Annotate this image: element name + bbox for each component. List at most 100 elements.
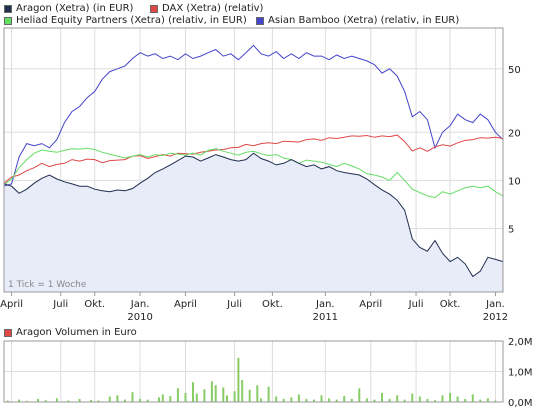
volume-bar bbox=[195, 393, 198, 402]
legend-swatch bbox=[150, 4, 158, 13]
volume-bar bbox=[464, 398, 467, 402]
volume-bar bbox=[124, 399, 126, 402]
legend-label: DAX (Xetra) (relativ) bbox=[162, 3, 264, 14]
legend-swatch bbox=[4, 4, 12, 13]
volume-bar bbox=[411, 393, 414, 402]
x-tick-label: April bbox=[174, 299, 197, 310]
volume-bar bbox=[78, 398, 81, 402]
volume-bar bbox=[248, 389, 251, 402]
volume-bar bbox=[358, 388, 361, 402]
x-year-label: 2010 bbox=[127, 312, 152, 323]
volume-bar bbox=[256, 385, 259, 402]
volume-bar bbox=[169, 395, 172, 402]
x-tick-label: Jan. bbox=[315, 299, 335, 310]
volume-bar bbox=[37, 398, 39, 402]
x-year-label: 2011 bbox=[313, 312, 338, 323]
x-tick-label: Juli bbox=[408, 299, 424, 310]
volume-bar bbox=[479, 399, 482, 402]
volume-bar bbox=[158, 397, 160, 402]
legend-label: Heliad Equity Partners (Xetra) (relativ,… bbox=[16, 15, 247, 26]
volume-bar bbox=[396, 395, 399, 402]
volume-bar bbox=[139, 398, 142, 402]
x-tick-label: April bbox=[359, 299, 382, 310]
volume-bar bbox=[161, 394, 164, 402]
y-tick-label: 10 bbox=[508, 176, 521, 187]
volume-bar bbox=[97, 400, 100, 402]
series-line bbox=[3, 134, 504, 184]
volume-bar bbox=[343, 395, 346, 402]
volume-bar bbox=[305, 398, 308, 402]
volume-bar bbox=[282, 398, 285, 402]
volume-bar bbox=[456, 396, 459, 402]
legend-item: Asian Bamboo (Xetra) (relativ, in EUR) bbox=[256, 14, 459, 27]
volume-bar bbox=[116, 395, 119, 402]
volume-bar bbox=[131, 392, 134, 402]
volume-bar bbox=[233, 391, 236, 402]
volume-frame bbox=[3, 340, 504, 403]
series-line bbox=[3, 152, 504, 278]
x-tick-label: April bbox=[0, 299, 23, 310]
legend-swatch bbox=[4, 16, 12, 25]
volume-bar bbox=[328, 398, 331, 402]
legend-item: DAX (Xetra) (relativ) bbox=[150, 2, 263, 15]
volume-bar bbox=[18, 399, 21, 402]
volume-bar bbox=[176, 388, 179, 402]
volume-bar bbox=[418, 396, 421, 402]
volume-bar bbox=[25, 400, 28, 402]
volume-bar bbox=[449, 392, 452, 402]
volume-legend: Aragon Volumen in Euro bbox=[4, 326, 137, 339]
x-tick-label: Jan. bbox=[130, 299, 150, 310]
volume-bar bbox=[373, 399, 376, 402]
x-year-label: 2012 bbox=[483, 312, 508, 323]
volume-bar bbox=[388, 398, 391, 402]
volume-bar bbox=[192, 382, 194, 402]
volume-legend-swatch bbox=[4, 328, 12, 337]
volume-bar bbox=[6, 400, 9, 402]
series-line bbox=[3, 147, 504, 199]
volume-bar bbox=[260, 398, 263, 402]
volume-bar bbox=[381, 392, 383, 402]
tick-note: 1 Tick = 1 Woche bbox=[8, 280, 87, 290]
volume-bar bbox=[184, 392, 187, 402]
volume-bar bbox=[108, 396, 111, 402]
legend-label: Asian Bamboo (Xetra) (relativ, in EUR) bbox=[268, 15, 460, 26]
y-tick-label: 5 bbox=[508, 224, 514, 235]
x-tick-label: Okt. bbox=[84, 299, 105, 310]
volume-bar bbox=[403, 399, 406, 402]
plot-frame bbox=[3, 27, 504, 293]
volume-bar bbox=[434, 400, 436, 402]
x-tick-label: Okt. bbox=[440, 299, 461, 310]
series-line bbox=[3, 44, 504, 187]
volume-bar bbox=[275, 396, 278, 402]
legend-item: Aragon (Xetra) (in EUR) bbox=[4, 2, 133, 15]
volume-bar bbox=[44, 400, 47, 402]
volume-bar bbox=[226, 395, 228, 402]
volume-y-tick-label: 0,0M bbox=[508, 398, 533, 409]
volume-bar bbox=[210, 381, 213, 402]
x-tick-label: Juli bbox=[52, 299, 68, 310]
y-tick-label: 50 bbox=[508, 65, 521, 76]
volume-bar bbox=[203, 389, 206, 402]
volume-bar bbox=[55, 398, 58, 402]
main-plot: 5 10 20 50 April Juli Okt. Jan. April Juli Okt. Jan… bbox=[0, 27, 521, 323]
volume-bar bbox=[320, 395, 323, 402]
volume-bar bbox=[313, 399, 315, 402]
volume-bar bbox=[146, 399, 149, 402]
x-tick-label: Okt. bbox=[262, 299, 283, 310]
volume-bar bbox=[297, 394, 300, 402]
volume-y-tick-label: 1,0M bbox=[508, 368, 533, 379]
volume-bar bbox=[486, 398, 489, 402]
volume-bar bbox=[335, 399, 338, 402]
volume-bar bbox=[290, 397, 293, 402]
y-tick-label: 20 bbox=[508, 128, 521, 139]
legend-item: Heliad Equity Partners (Xetra) (relativ,… bbox=[4, 14, 247, 27]
x-tick-label: Jan. bbox=[485, 299, 505, 310]
x-tick-label: Juli bbox=[226, 299, 242, 310]
volume-bar bbox=[471, 394, 474, 402]
legend-label: Aragon (Xetra) (in EUR) bbox=[16, 3, 134, 14]
legend-swatch bbox=[256, 16, 264, 25]
volume-bar bbox=[237, 357, 240, 402]
volume-legend-label: Aragon Volumen in Euro bbox=[16, 327, 137, 338]
volume-bar bbox=[222, 387, 225, 402]
volume-bar bbox=[267, 386, 270, 403]
